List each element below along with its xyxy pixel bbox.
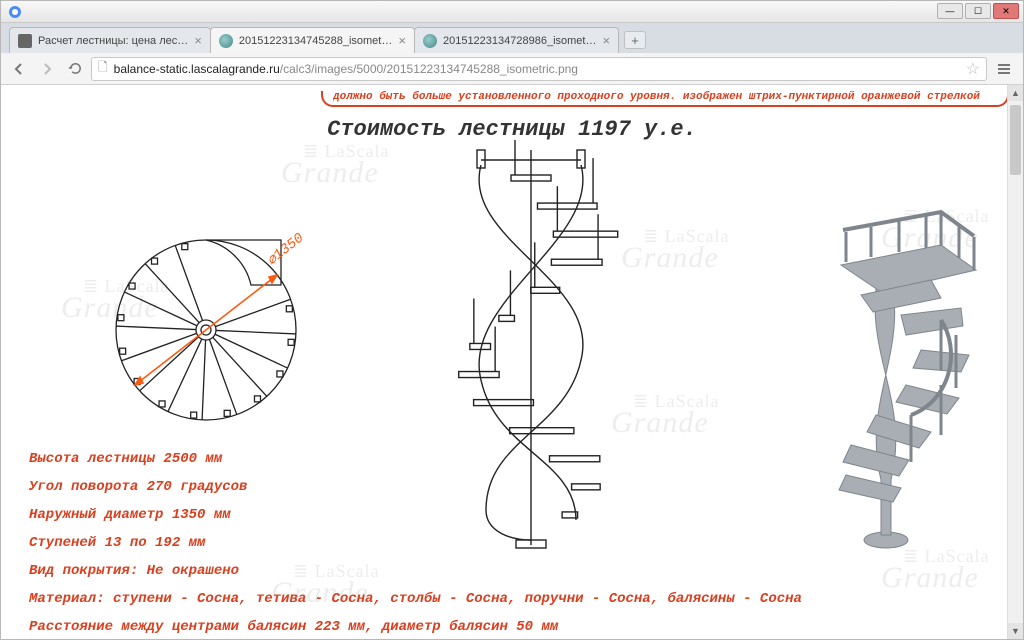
- browser-tabstrip: Расчет лестницы: цена лес… × 20151223134…: [1, 23, 1023, 53]
- maximize-button[interactable]: ☐: [965, 3, 991, 19]
- back-button[interactable]: [7, 57, 31, 81]
- spec-line: Материал: ступени - Сосна, тетива - Сосн…: [29, 585, 802, 613]
- spec-line: Ступеней 13 по 192 мм: [29, 529, 802, 557]
- spec-line: Высота лестницы 2500 мм: [29, 445, 802, 473]
- tab-label: 20151223134728986_isomet…: [443, 35, 597, 47]
- window-titlebar: — ☐ ✕: [1, 1, 1023, 23]
- vertical-scrollbar[interactable]: ▲ ▼: [1007, 85, 1023, 639]
- spec-line: Угол поворота 270 градусов: [29, 473, 802, 501]
- tab-label: 20151223134745288_isomet…: [239, 35, 393, 47]
- top-view-diagram: ⌀1350: [101, 225, 311, 435]
- warning-text: должно быть больше установленного проход…: [333, 91, 997, 103]
- page-icon: 🗋: [98, 58, 108, 79]
- close-tab-icon[interactable]: ×: [194, 33, 202, 48]
- spec-list: Высота лестницы 2500 мм Угол поворота 27…: [29, 445, 802, 639]
- app-icon: [7, 4, 23, 20]
- browser-tab[interactable]: 20151223134728986_isomet… ×: [414, 27, 619, 53]
- browser-tab[interactable]: 20151223134745288_isomet… ×: [210, 27, 415, 53]
- minimize-button[interactable]: —: [937, 3, 963, 19]
- url-text: balance-static.lascalagrande.ru/calc3/im…: [114, 62, 960, 76]
- close-tab-icon[interactable]: ×: [398, 33, 406, 48]
- address-bar[interactable]: 🗋 balance-static.lascalagrande.ru/calc3/…: [91, 57, 987, 81]
- tab-label: Расчет лестницы: цена лес…: [38, 35, 188, 47]
- close-window-button[interactable]: ✕: [993, 3, 1019, 19]
- spec-line: Наружный диаметр 1350 мм: [29, 501, 802, 529]
- watermark: ≣ LaScalaGrande: [621, 230, 730, 273]
- browser-toolbar: 🗋 balance-static.lascalagrande.ru/calc3/…: [1, 53, 1023, 85]
- favicon-icon: [423, 34, 437, 48]
- new-tab-button[interactable]: +: [624, 31, 646, 49]
- scroll-up-button[interactable]: ▲: [1008, 85, 1023, 101]
- watermark: ≣ LaScalaGrande: [281, 145, 390, 188]
- bookmark-star-icon[interactable]: ☆: [966, 59, 980, 79]
- spec-line: Расстояние между центрами балясин 223 мм…: [29, 613, 802, 639]
- chrome-menu-button[interactable]: [991, 57, 1017, 81]
- reload-button[interactable]: [63, 57, 87, 81]
- browser-tab[interactable]: Расчет лестницы: цена лес… ×: [9, 27, 211, 53]
- scroll-down-button[interactable]: ▼: [1008, 623, 1023, 639]
- favicon-icon: [18, 34, 32, 48]
- forward-button[interactable]: [35, 57, 59, 81]
- scroll-thumb[interactable]: [1010, 105, 1021, 175]
- favicon-icon: [219, 34, 233, 48]
- price-title: Стоимость лестницы 1197 у.е.: [1, 117, 1023, 142]
- page-content: ≣ LaScalaGrande≣ LaScalaGrande≣ LaScalaG…: [1, 85, 1023, 639]
- spec-line: Вид покрытия: Не окрашено: [29, 557, 802, 585]
- close-tab-icon[interactable]: ×: [603, 33, 611, 48]
- isometric-render: [791, 200, 991, 560]
- warning-banner: должно быть больше установленного проход…: [321, 91, 1009, 107]
- diameter-label: ⌀1350: [264, 230, 307, 268]
